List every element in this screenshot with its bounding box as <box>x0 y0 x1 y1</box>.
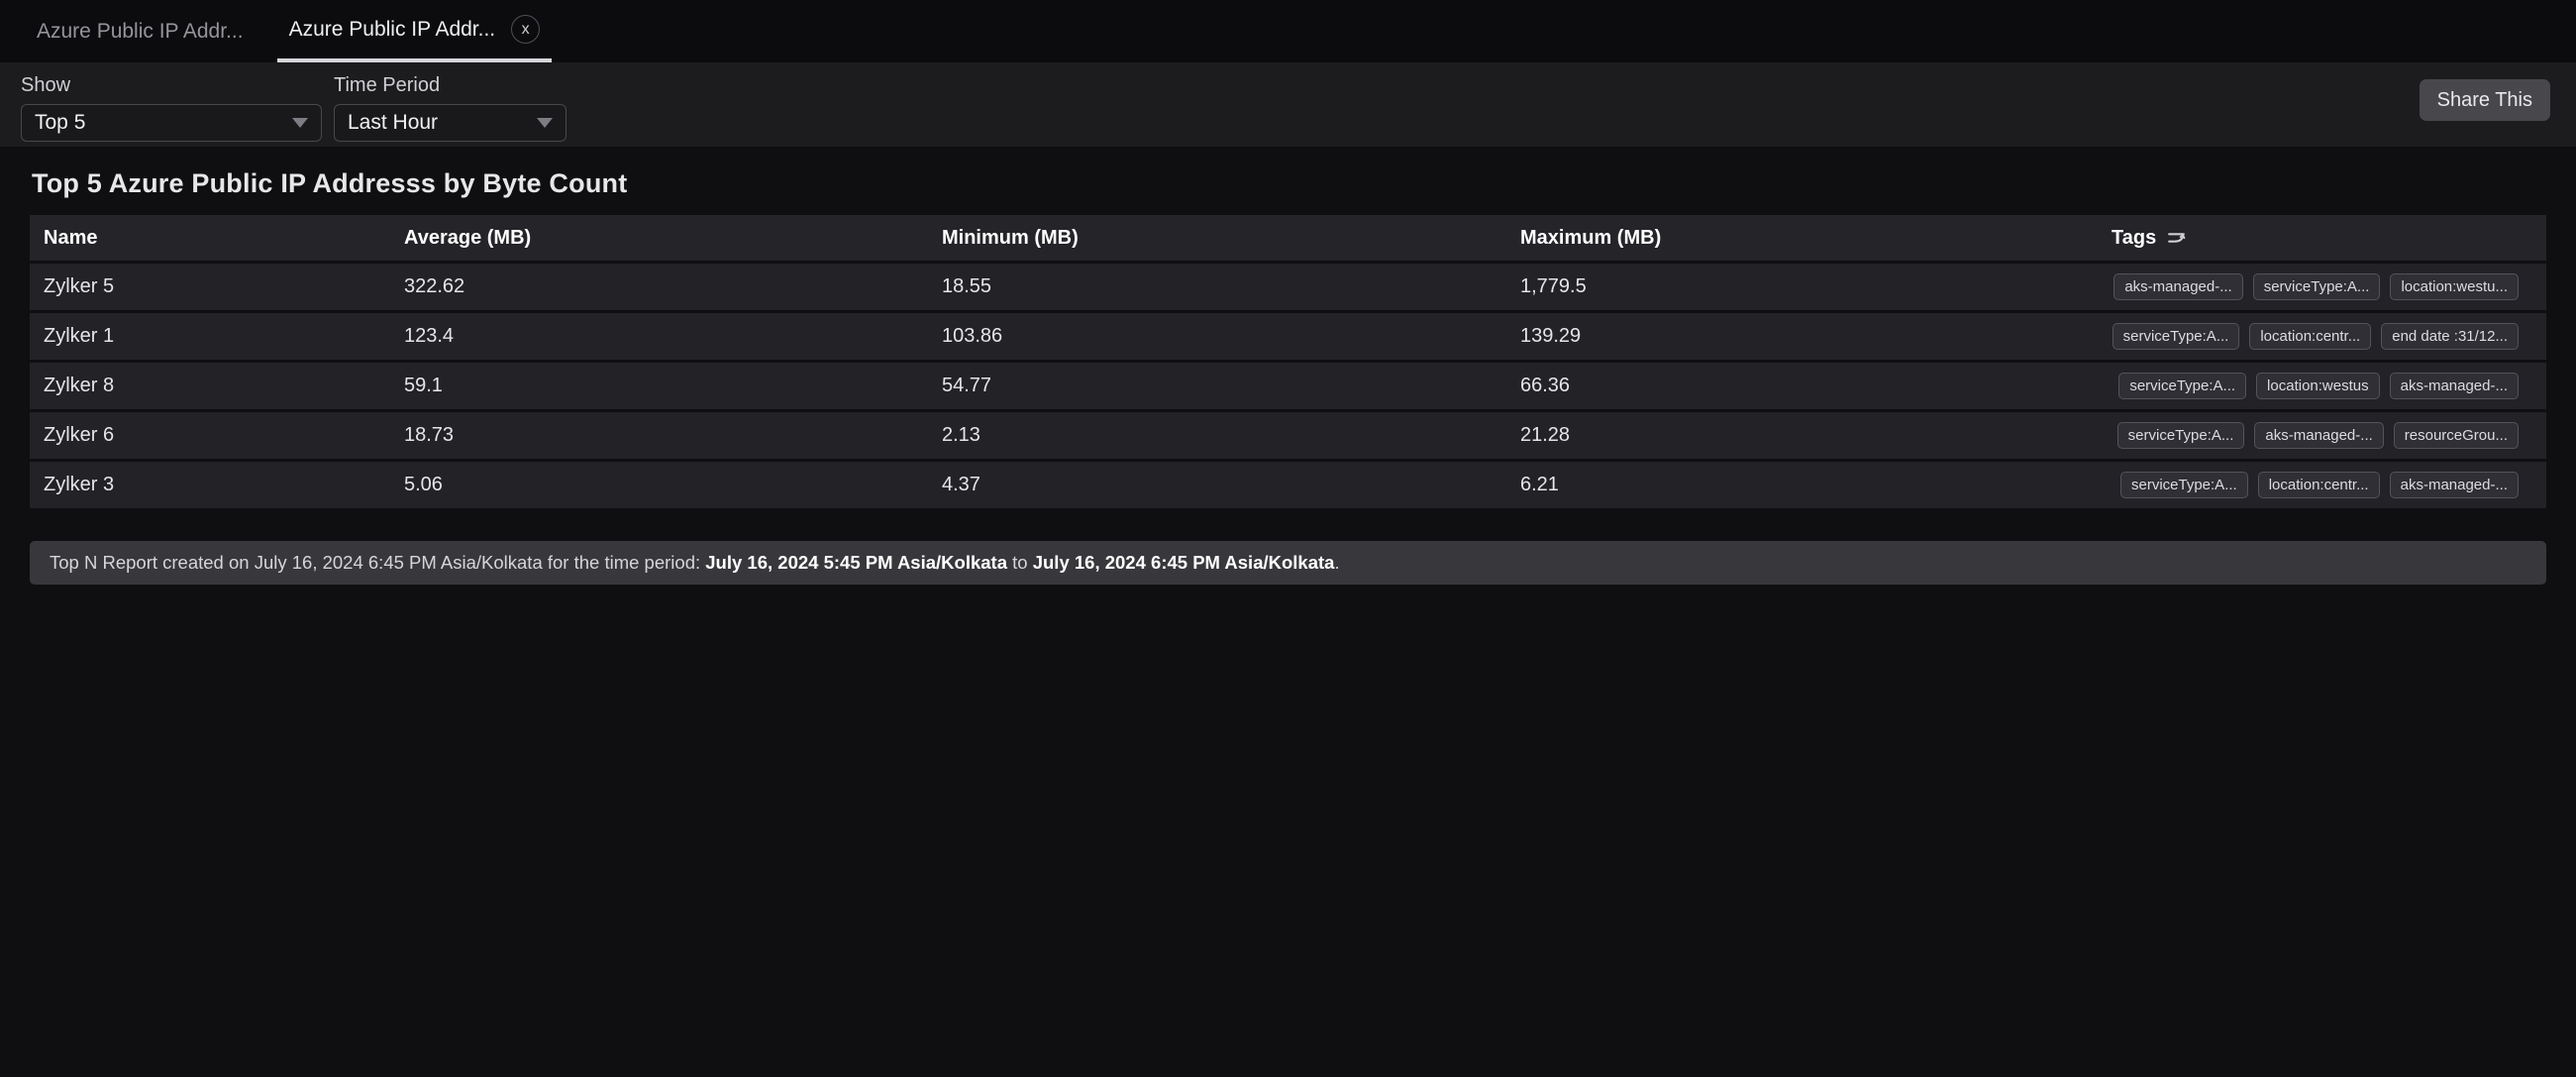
cell-average: 5.06 <box>404 474 443 495</box>
cell-name: Zylker 5 <box>44 275 115 297</box>
cell-maximum: 1,779.5 <box>1520 275 1587 297</box>
table-row[interactable]: Zylker 6 18.73 2.13 21.28 serviceType:A.… <box>30 409 2546 459</box>
col-header-maximum: Maximum (MB) <box>1520 226 1662 249</box>
tag-chip[interactable]: aks-managed-... <box>2389 472 2519 498</box>
caret-down-icon <box>537 118 553 128</box>
tag-chip[interactable]: serviceType:A... <box>2116 422 2245 449</box>
col-header-name: Name <box>44 226 98 249</box>
cell-average: 123.4 <box>404 325 455 347</box>
filter-bar: Show Top 5 Time Period Last Hour Share T… <box>0 62 2576 147</box>
cell-minimum: 4.37 <box>942 474 980 495</box>
cell-minimum: 18.55 <box>942 275 992 297</box>
tab-bar: Azure Public IP Addr... Azure Public IP … <box>0 0 2576 62</box>
tab-azure-public-ip-1[interactable]: Azure Public IP Addr... <box>25 0 256 62</box>
tag-chip[interactable]: serviceType:A... <box>2119 472 2248 498</box>
cell-tags: serviceType:A... location:westus aks-manag… <box>2098 373 2546 399</box>
col-header-minimum: Minimum (MB) <box>942 226 1079 249</box>
table-row[interactable]: Zylker 3 5.06 4.37 6.21 serviceType:A...… <box>30 459 2546 508</box>
tag-chip[interactable]: location:westu... <box>2390 273 2519 300</box>
tags-filter-icon[interactable] <box>2166 228 2187 249</box>
tab-label: Azure Public IP Addr... <box>288 17 496 41</box>
cell-minimum: 103.86 <box>942 325 1003 347</box>
cell-name: Zylker 1 <box>44 325 115 347</box>
cell-tags: serviceType:A... location:centr... end dat… <box>2098 323 2546 350</box>
cell-maximum: 139.29 <box>1520 325 1582 347</box>
footer-period-start: July 16, 2024 5:45 PM Asia/Kolkata <box>705 552 1007 573</box>
cell-maximum: 21.28 <box>1520 424 1571 446</box>
report-panel: Top 5 Azure Public IP Addresss by Byte C… <box>0 147 2576 1077</box>
footer-prefix: Top N Report created on July 16, 2024 6:… <box>50 552 706 573</box>
time-period-filter-group: Time Period Last Hour <box>334 74 567 147</box>
footer-period-end: July 16, 2024 6:45 PM Asia/Kolkata <box>1032 552 1335 573</box>
cell-average: 59.1 <box>404 375 443 396</box>
cell-tags: aks-managed-... serviceType:A... location:… <box>2098 273 2546 300</box>
caret-down-icon <box>292 118 308 128</box>
table-header-row: Name Average (MB) Minimum (MB) Maximum (… <box>30 215 2546 261</box>
share-this-button[interactable]: Share This <box>2419 79 2550 121</box>
table-row[interactable]: Zylker 8 59.1 54.77 66.36 serviceType:A.… <box>30 360 2546 409</box>
show-dropdown[interactable]: Top 5 <box>21 104 322 142</box>
tag-chip[interactable]: location:centr... <box>2257 472 2380 498</box>
topn-table: Name Average (MB) Minimum (MB) Maximum (… <box>30 215 2546 508</box>
table-row[interactable]: Zylker 5 322.62 18.55 1,779.5 aks-manage… <box>30 261 2546 310</box>
cell-name: Zylker 3 <box>44 474 115 495</box>
footer-middle: to <box>1007 552 1033 573</box>
table-body: Zylker 5 322.62 18.55 1,779.5 aks-manage… <box>30 261 2546 508</box>
cell-name: Zylker 6 <box>44 424 115 446</box>
close-icon[interactable]: x <box>511 15 541 44</box>
tag-chip[interactable]: serviceType:A... <box>2112 323 2240 350</box>
show-dropdown-value: Top 5 <box>35 111 86 134</box>
footer-suffix: . <box>1334 552 1340 573</box>
tag-chip[interactable]: location:centr... <box>2249 323 2372 350</box>
tag-chip[interactable]: end date :31/12... <box>2381 323 2519 350</box>
time-period-dropdown-value: Last Hour <box>348 111 439 134</box>
cell-average: 18.73 <box>404 424 455 446</box>
tag-chip[interactable]: serviceType:A... <box>2252 273 2381 300</box>
cell-average: 322.62 <box>404 275 465 297</box>
cell-minimum: 54.77 <box>942 375 992 396</box>
report-footer-note: Top N Report created on July 16, 2024 6:… <box>30 541 2546 585</box>
tag-chip[interactable]: resourceGrou... <box>2393 422 2519 449</box>
cell-tags: serviceType:A... aks-managed-... resourceG… <box>2098 422 2546 449</box>
cell-maximum: 66.36 <box>1520 375 1571 396</box>
tab-label: Azure Public IP Addr... <box>37 19 244 43</box>
col-header-tags: Tags <box>2098 227 2546 250</box>
time-period-label: Time Period <box>334 74 441 96</box>
table-row[interactable]: Zylker 1 123.4 103.86 139.29 serviceType… <box>30 310 2546 360</box>
tab-azure-public-ip-2-active[interactable]: Azure Public IP Addr... x <box>276 0 553 62</box>
tag-chip[interactable]: aks-managed-... <box>2254 422 2384 449</box>
show-filter-group: Show Top 5 <box>21 74 322 147</box>
cell-tags: serviceType:A... location:centr... aks-man… <box>2098 472 2546 498</box>
tag-chip[interactable]: aks-managed-... <box>2389 373 2519 399</box>
report-title: Top 5 Azure Public IP Addresss by Byte C… <box>32 168 628 198</box>
cell-minimum: 2.13 <box>942 424 980 446</box>
cell-maximum: 6.21 <box>1520 474 1559 495</box>
time-period-dropdown[interactable]: Last Hour <box>334 104 567 142</box>
col-header-average: Average (MB) <box>404 226 532 249</box>
tag-chip[interactable]: location:westus <box>2256 373 2380 399</box>
cell-name: Zylker 8 <box>44 375 115 396</box>
show-label: Show <box>21 74 71 96</box>
tag-chip[interactable]: serviceType:A... <box>2118 373 2247 399</box>
tag-chip[interactable]: aks-managed-... <box>2113 273 2243 300</box>
